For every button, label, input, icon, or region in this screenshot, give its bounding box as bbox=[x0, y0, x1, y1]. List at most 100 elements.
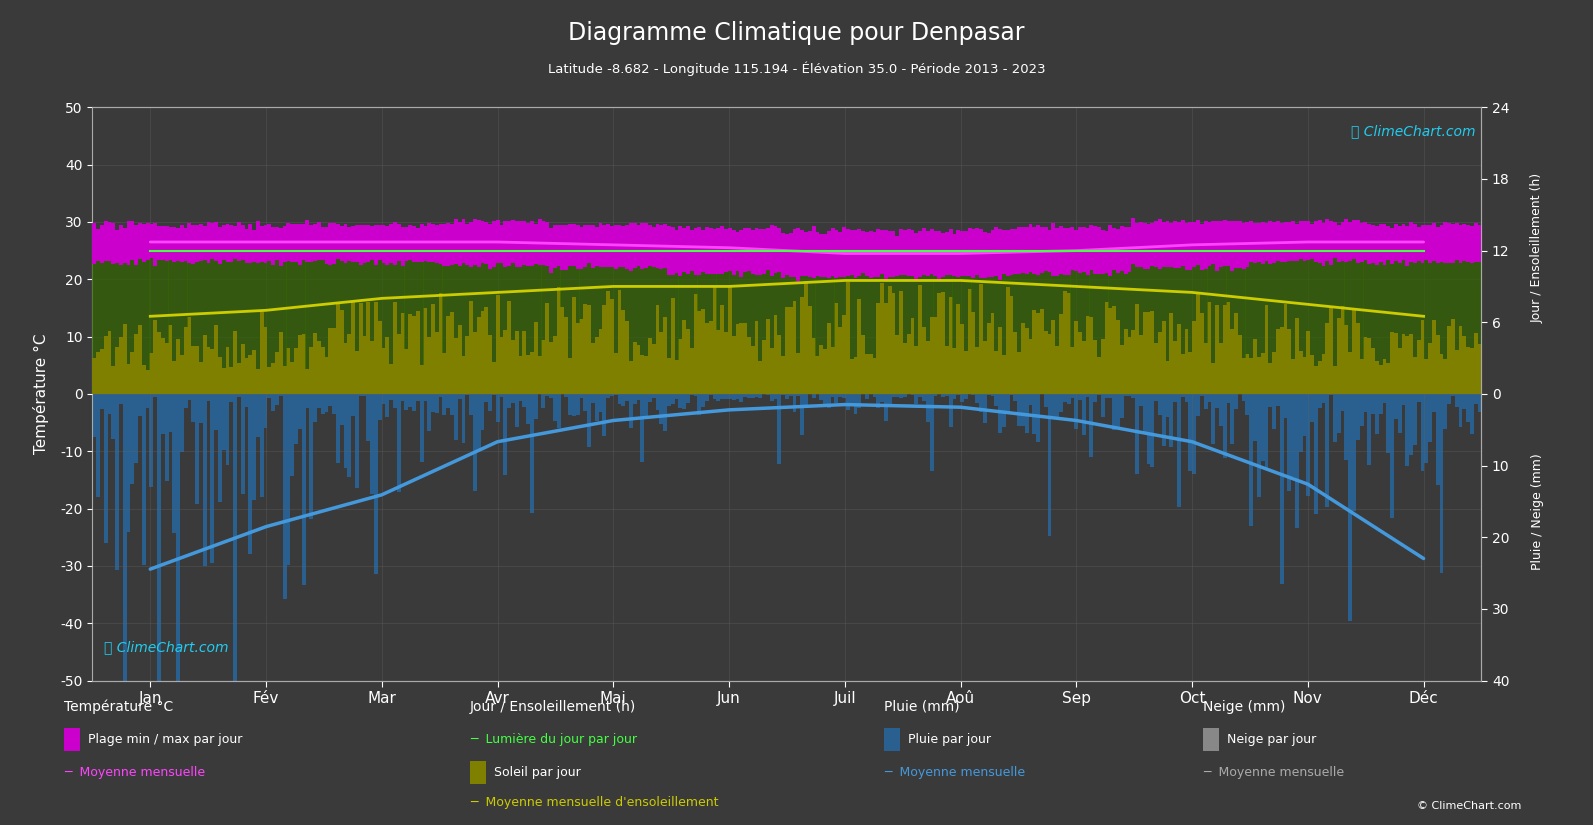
Bar bbox=[545, 223, 550, 266]
Bar bbox=[1051, 320, 1055, 394]
Bar bbox=[386, 248, 389, 337]
Bar bbox=[1204, 343, 1207, 394]
Bar bbox=[1192, 251, 1196, 321]
Bar bbox=[328, 250, 333, 328]
Bar bbox=[1150, 311, 1155, 394]
Bar bbox=[575, 323, 580, 394]
Bar bbox=[1454, 394, 1459, 408]
Bar bbox=[1086, 316, 1090, 394]
Bar bbox=[1352, 220, 1356, 259]
Bar bbox=[999, 394, 1002, 432]
Bar bbox=[172, 361, 177, 394]
Bar bbox=[895, 252, 900, 335]
Bar bbox=[210, 223, 213, 260]
Bar bbox=[233, 394, 237, 681]
Bar bbox=[537, 356, 542, 394]
Bar bbox=[96, 352, 100, 394]
Text: Température °C: Température °C bbox=[64, 699, 174, 714]
Bar bbox=[1344, 219, 1348, 262]
Bar bbox=[507, 301, 511, 394]
Bar bbox=[1344, 251, 1348, 325]
Bar bbox=[602, 304, 607, 394]
Bar bbox=[328, 394, 333, 406]
Bar bbox=[843, 251, 846, 314]
Bar bbox=[1287, 329, 1292, 394]
Bar bbox=[481, 394, 484, 430]
Bar bbox=[975, 394, 980, 403]
Bar bbox=[892, 394, 895, 398]
Bar bbox=[172, 252, 177, 361]
Bar bbox=[295, 251, 298, 347]
Bar bbox=[1018, 351, 1021, 394]
Bar bbox=[427, 394, 432, 431]
Bar bbox=[720, 249, 725, 305]
Bar bbox=[553, 337, 556, 394]
Bar bbox=[1405, 394, 1410, 466]
Bar bbox=[1394, 250, 1397, 333]
Bar bbox=[241, 344, 245, 394]
Bar bbox=[210, 250, 213, 349]
Bar bbox=[739, 394, 744, 402]
Text: Latitude -8.682 - Longitude 115.194 - Élévation 35.0 - Période 2013 - 2023: Latitude -8.682 - Longitude 115.194 - Él… bbox=[548, 62, 1045, 77]
Bar bbox=[435, 225, 438, 263]
Bar bbox=[150, 394, 153, 487]
Bar bbox=[1207, 222, 1211, 266]
Bar bbox=[131, 352, 134, 394]
Bar bbox=[229, 394, 233, 403]
Bar bbox=[344, 343, 347, 394]
Bar bbox=[386, 226, 389, 265]
Bar bbox=[881, 249, 884, 283]
Bar bbox=[838, 328, 843, 394]
Bar bbox=[1177, 323, 1180, 394]
Bar bbox=[1432, 224, 1435, 261]
Bar bbox=[1416, 394, 1421, 402]
Bar bbox=[956, 250, 961, 304]
Bar bbox=[183, 394, 188, 408]
Bar bbox=[725, 229, 728, 271]
Bar bbox=[1002, 356, 1005, 394]
Bar bbox=[1337, 225, 1341, 262]
Bar bbox=[1090, 250, 1093, 317]
Bar bbox=[207, 250, 210, 346]
Bar bbox=[1341, 394, 1344, 411]
Bar bbox=[1410, 394, 1413, 455]
Bar bbox=[1298, 351, 1303, 394]
Bar bbox=[862, 251, 865, 335]
Bar bbox=[400, 227, 405, 266]
Bar bbox=[618, 251, 621, 290]
Bar bbox=[1093, 227, 1098, 275]
Bar bbox=[207, 394, 210, 401]
Bar bbox=[769, 394, 774, 401]
Bar bbox=[812, 251, 816, 338]
Bar bbox=[350, 302, 355, 394]
Bar bbox=[594, 251, 599, 337]
Bar bbox=[1451, 318, 1454, 394]
Bar bbox=[1295, 318, 1298, 394]
Bar bbox=[804, 281, 808, 394]
Bar bbox=[419, 394, 424, 463]
Bar bbox=[556, 225, 561, 266]
Bar bbox=[731, 230, 736, 275]
Bar bbox=[446, 394, 451, 408]
Bar bbox=[930, 317, 933, 394]
Bar bbox=[123, 228, 127, 263]
Bar bbox=[263, 225, 268, 263]
Bar bbox=[1378, 224, 1383, 262]
Bar bbox=[112, 252, 115, 365]
Bar bbox=[1230, 220, 1235, 271]
Bar bbox=[210, 349, 213, 394]
Bar bbox=[237, 363, 241, 394]
Bar bbox=[1360, 250, 1364, 359]
Bar bbox=[781, 233, 785, 278]
Bar bbox=[1348, 249, 1352, 352]
Bar bbox=[556, 394, 561, 427]
Bar bbox=[1142, 312, 1147, 394]
Bar bbox=[1424, 359, 1429, 394]
Bar bbox=[827, 323, 830, 394]
Bar bbox=[416, 251, 419, 311]
Bar bbox=[1024, 227, 1029, 274]
Bar bbox=[816, 233, 819, 276]
Bar bbox=[838, 232, 843, 277]
Bar bbox=[1478, 344, 1481, 394]
Bar bbox=[744, 228, 747, 272]
